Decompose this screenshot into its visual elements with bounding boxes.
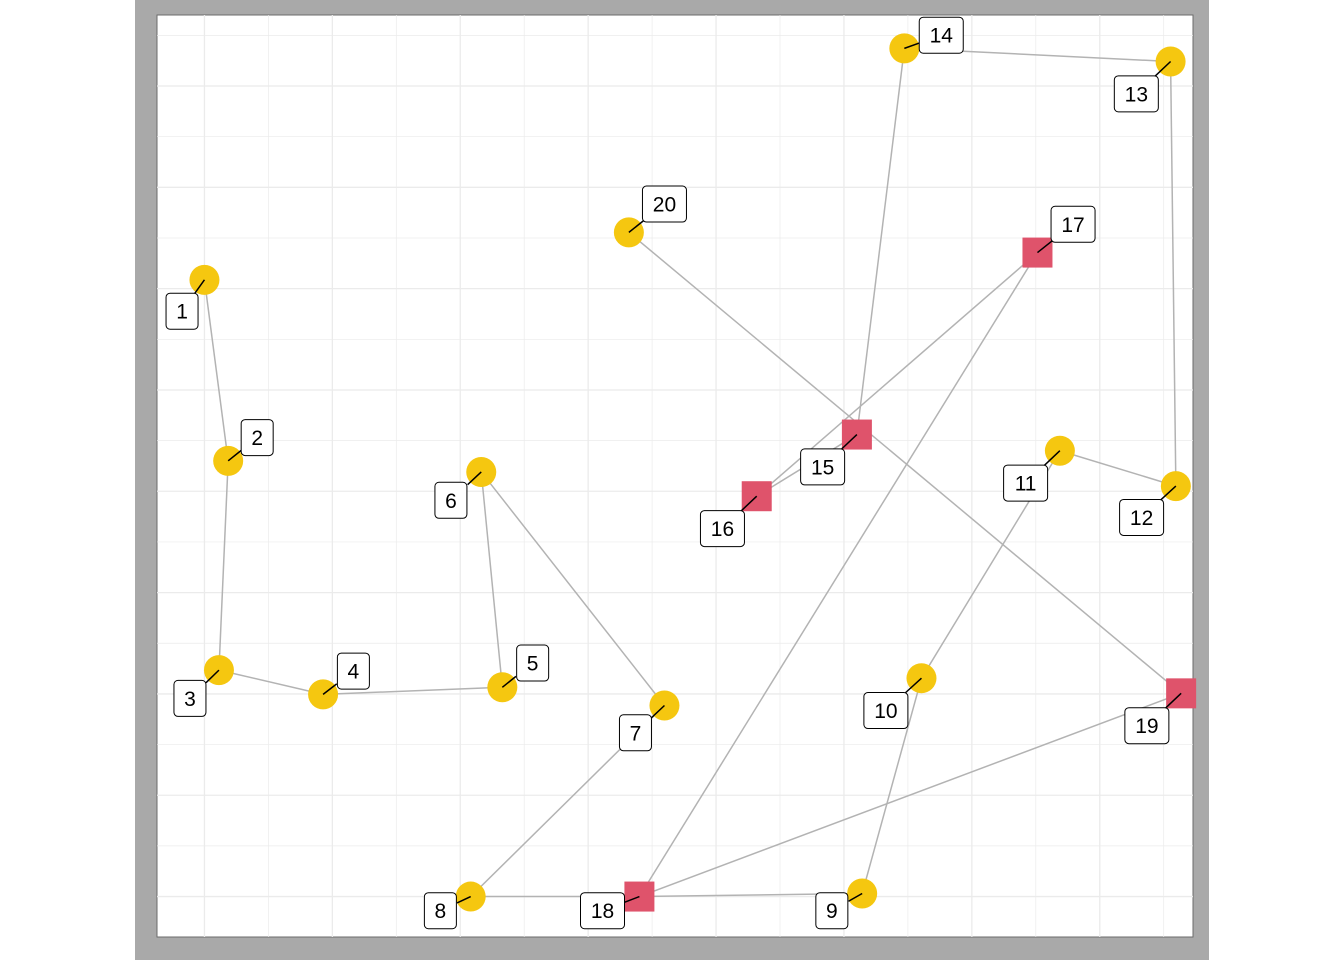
point-label: 19 (1135, 715, 1158, 738)
point-label: 16 (711, 518, 734, 541)
point-label: 2 (251, 427, 263, 450)
point-label: 17 (1061, 214, 1084, 237)
point-label: 1 (176, 301, 188, 324)
point-label: 10 (874, 700, 897, 723)
point-label: 7 (630, 722, 642, 745)
point-label: 8 (435, 900, 447, 923)
point-label: 11 (1015, 473, 1037, 496)
point-label: 13 (1125, 83, 1148, 106)
point-label: 12 (1130, 507, 1153, 530)
point-label: 5 (527, 653, 539, 676)
point-label: 18 (591, 900, 614, 923)
point-label: 6 (445, 490, 457, 513)
point-label: 4 (348, 661, 360, 684)
point-label: 14 (930, 25, 954, 48)
point-label: 20 (653, 194, 676, 217)
point-label: 15 (811, 456, 834, 479)
point-label: 3 (184, 688, 196, 711)
point-label: 9 (826, 900, 838, 923)
